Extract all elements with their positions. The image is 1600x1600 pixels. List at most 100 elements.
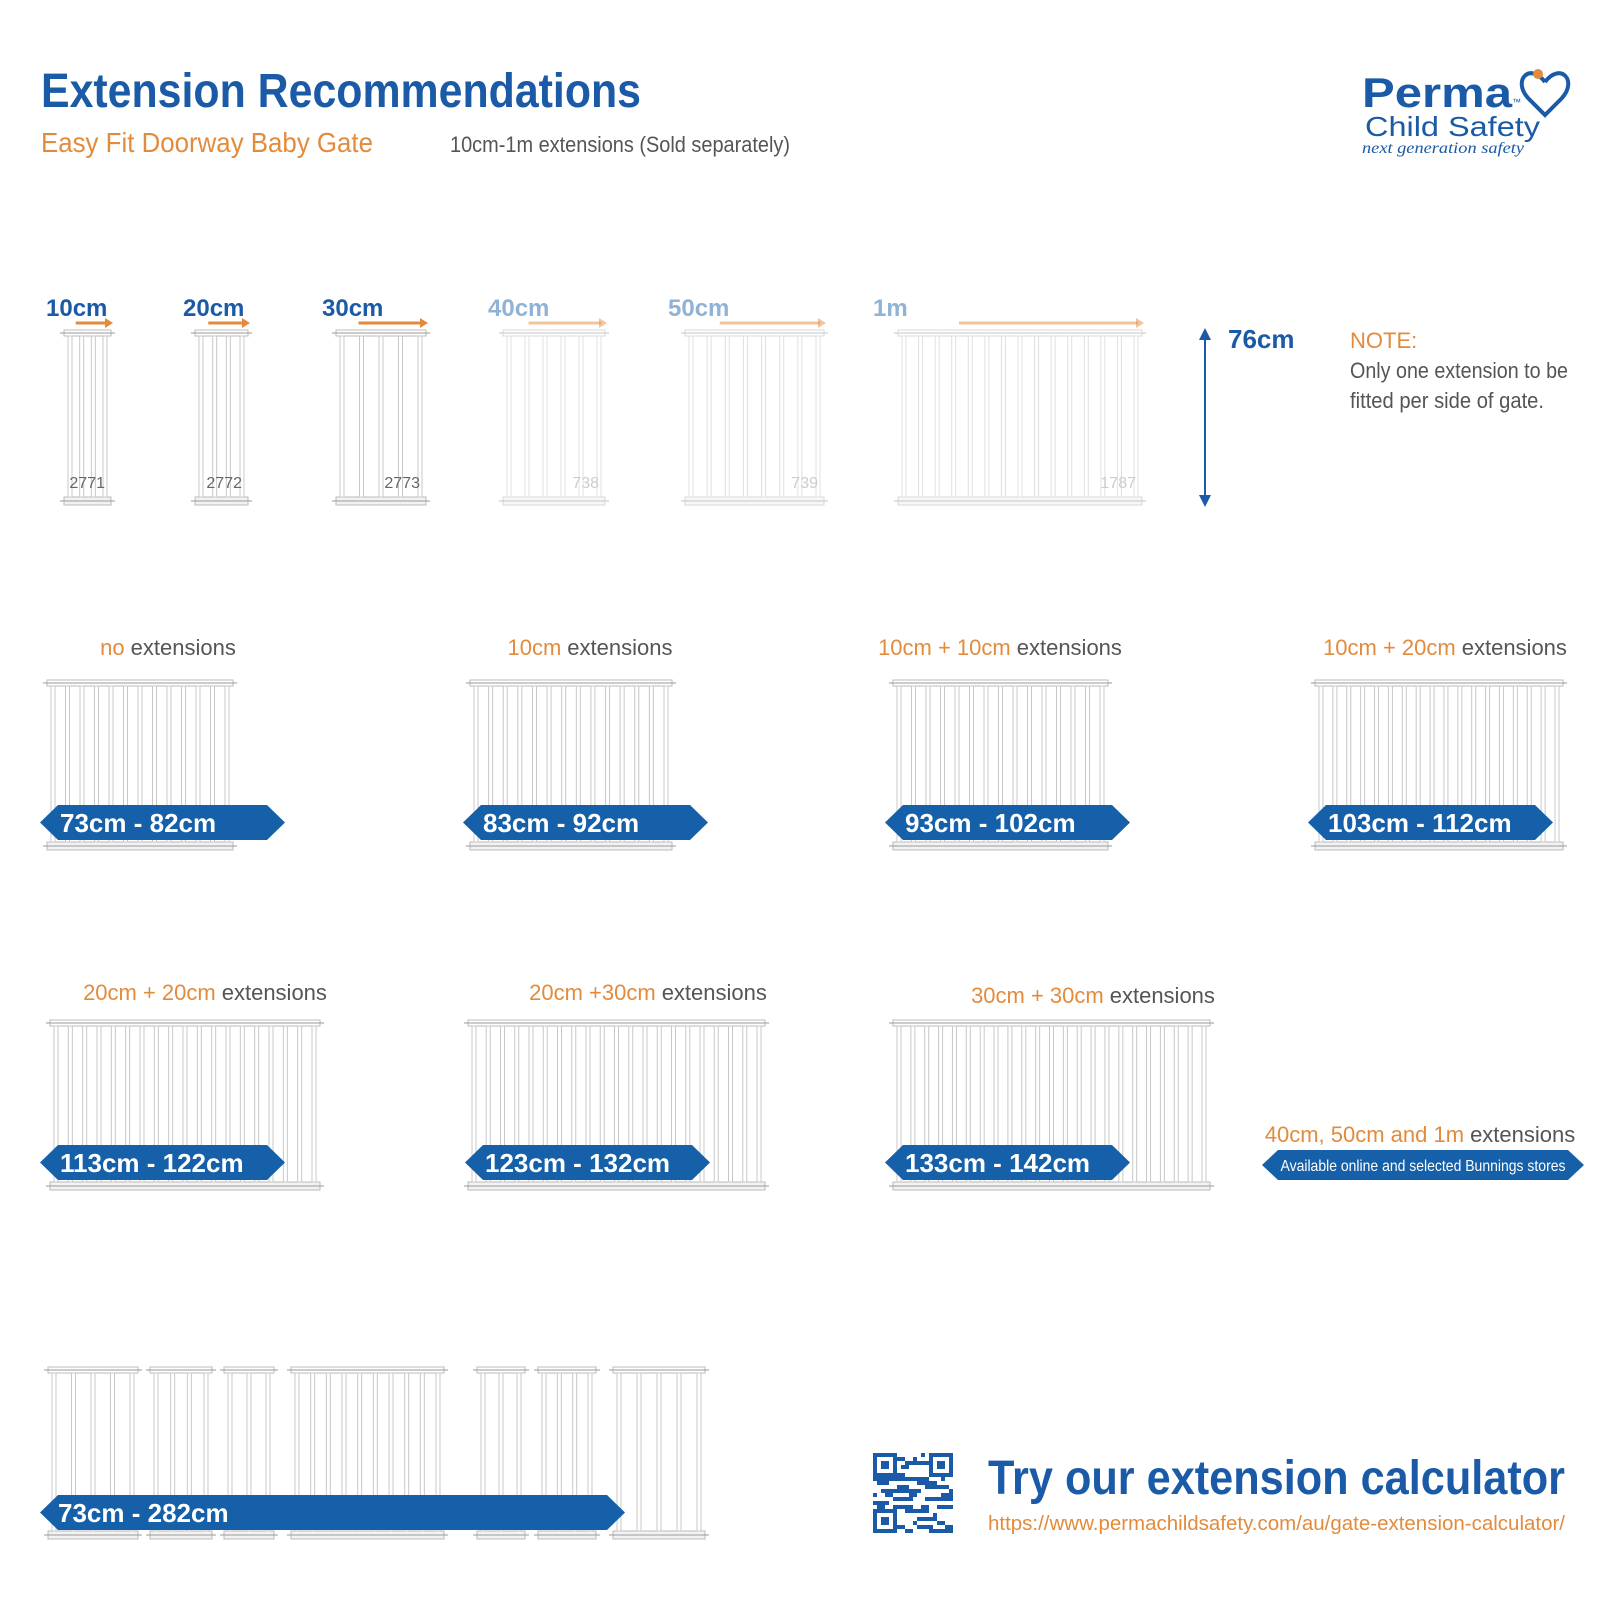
logo-icon (1519, 69, 1571, 118)
gate-bar (557, 1025, 562, 1183)
gate-bar (473, 685, 479, 843)
gate-bar (1083, 335, 1089, 498)
qr-module (893, 1521, 897, 1525)
qr-module (929, 1481, 933, 1485)
gate-bar (210, 685, 215, 843)
gate-bar (125, 1025, 131, 1183)
qr-module (893, 1505, 897, 1509)
range-band (1308, 805, 1553, 840)
qr-module (949, 1473, 953, 1477)
qr-module (929, 1457, 933, 1461)
qr-module (929, 1517, 933, 1521)
gate-bar (1471, 685, 1477, 843)
qr-module (921, 1517, 925, 1521)
logo-brand: Perma (1362, 69, 1513, 116)
gate (466, 679, 676, 851)
gate-bar (212, 335, 218, 498)
gate-bar (67, 335, 73, 498)
gate-bar (90, 1372, 96, 1532)
qr-module (873, 1521, 877, 1525)
gate (681, 329, 828, 506)
range-band (885, 1145, 1130, 1180)
gate-bar (1159, 1025, 1165, 1183)
note-line: Only one extension to be (1350, 358, 1568, 383)
gate-bar (94, 685, 99, 843)
qr-module (881, 1461, 885, 1465)
qr-module (889, 1493, 893, 1497)
qr-module (901, 1505, 905, 1509)
gate-bar (378, 335, 384, 498)
qr-module (897, 1485, 901, 1489)
gate-bar (1116, 335, 1122, 498)
config-suffix: extensions (222, 980, 327, 1005)
config-extensions: 10cm + 10cm (878, 635, 1011, 660)
gate-bar (1041, 685, 1047, 843)
gate-bar (53, 1025, 59, 1183)
gate (60, 329, 115, 506)
gate-bar (1457, 685, 1463, 843)
gate-bar (901, 335, 907, 498)
qr-module (913, 1489, 917, 1493)
gate-bar (1201, 1025, 1207, 1183)
qr-module (925, 1481, 929, 1485)
qr-module (881, 1481, 885, 1485)
qr-module (941, 1453, 945, 1457)
qr-module (937, 1521, 941, 1525)
extension-arrowhead (599, 318, 607, 328)
qr-module (937, 1485, 941, 1489)
gate-bar (656, 1025, 662, 1183)
qr-module (893, 1517, 897, 1521)
gate-bar (578, 335, 584, 498)
gate-bar (575, 685, 581, 843)
qr-module (921, 1481, 925, 1485)
config-label: 20cm + 20cm extensions (83, 980, 327, 1005)
qr-code (873, 1453, 953, 1533)
qr-module (893, 1477, 897, 1481)
qr-module (905, 1529, 909, 1533)
gate-bar (65, 685, 70, 843)
config-extensions: 10cm + 20cm (1323, 635, 1456, 660)
gate-bar (1017, 335, 1023, 498)
qr-module (949, 1497, 953, 1501)
gate-bar (102, 335, 108, 498)
gate-bar (951, 1025, 957, 1183)
gate-bar (1050, 335, 1056, 498)
qr-module (893, 1473, 897, 1477)
range-band (465, 1145, 710, 1180)
gate-bar (516, 1372, 522, 1532)
qr-module (921, 1461, 925, 1465)
qr-module (945, 1453, 949, 1457)
gate-bar (560, 335, 566, 498)
qr-module (949, 1461, 953, 1465)
gate-bar (1401, 685, 1407, 843)
qr-module (885, 1453, 889, 1457)
qr-module (929, 1497, 933, 1501)
gate-bar (1085, 685, 1090, 843)
calculator-url: https://www.permachildsafety.com/au/gate… (988, 1513, 1565, 1535)
qr-module (925, 1505, 929, 1509)
qr-module (881, 1489, 885, 1493)
qr-module (929, 1485, 933, 1489)
gate (43, 679, 237, 851)
gate (894, 329, 1146, 506)
qr-module (885, 1521, 889, 1525)
qr-module (933, 1517, 937, 1521)
qr-module (949, 1453, 953, 1457)
gate-bar (388, 1372, 394, 1532)
qr-module (921, 1453, 925, 1457)
availability-sizes: 40cm, 50cm and 1m (1265, 1122, 1464, 1147)
qr-module (945, 1493, 949, 1497)
gate-bar (297, 1025, 303, 1183)
gate-bar (656, 1372, 662, 1532)
gate-bar (676, 1372, 682, 1532)
gate-bar (1100, 335, 1106, 498)
gate-bar (310, 1372, 316, 1532)
qr-module (897, 1489, 901, 1493)
gate-bar (196, 1025, 202, 1183)
qr-module (877, 1453, 881, 1457)
qr-module (893, 1457, 897, 1461)
gate-bar (1512, 685, 1518, 843)
qr-module (889, 1473, 893, 1477)
config-label: 10cm extensions (508, 635, 673, 660)
qr-module (893, 1525, 897, 1529)
